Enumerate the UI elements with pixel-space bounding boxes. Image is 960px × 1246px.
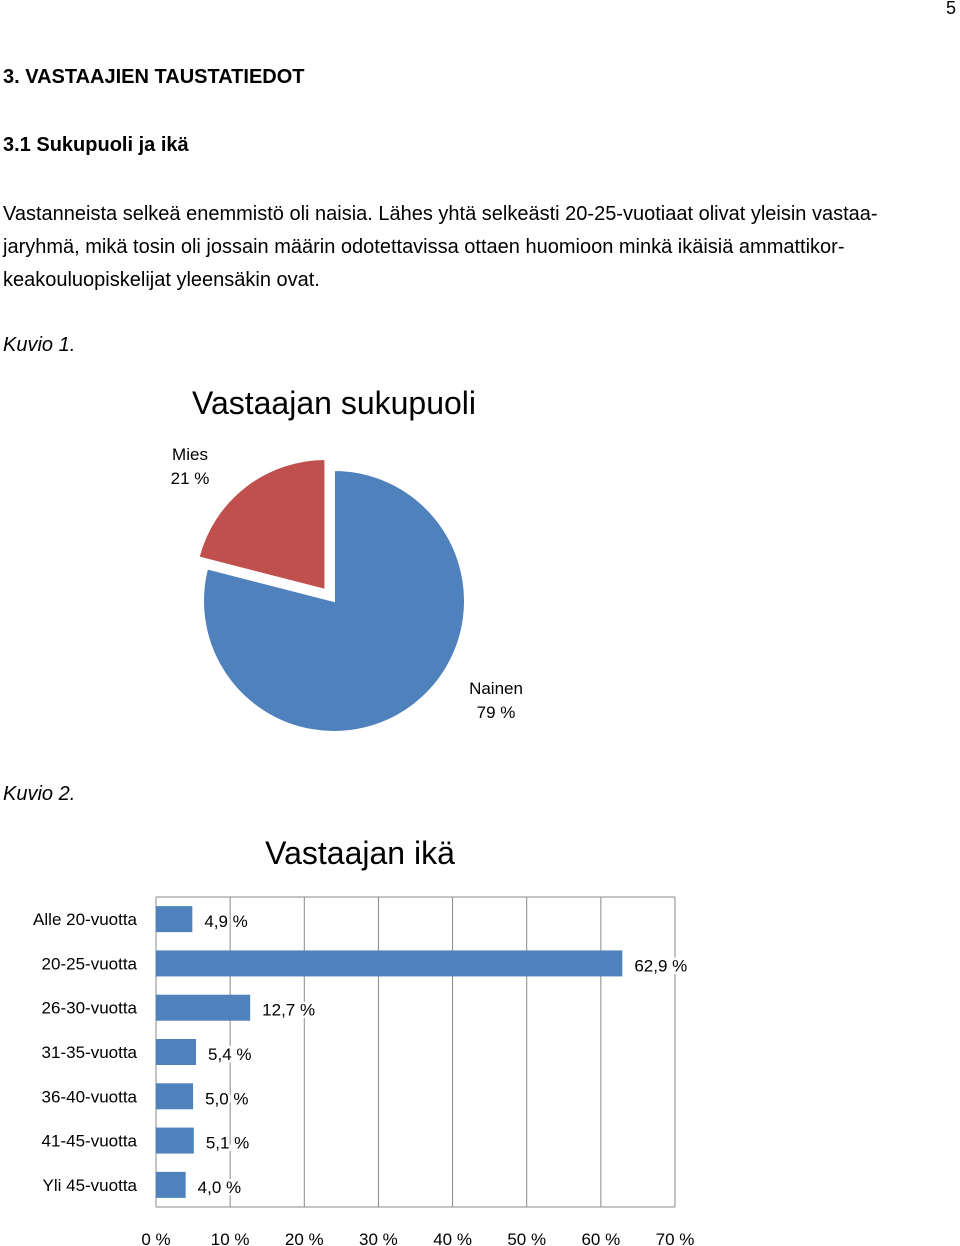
pie-value-mies: 21 %: [171, 469, 210, 488]
bar-value-label: 5,4 %: [208, 1045, 251, 1064]
category-label: 31-35-vuotta: [42, 1043, 138, 1062]
bar-value-label: 5,0 %: [205, 1089, 248, 1108]
paragraph-line: jaryhmä, mikä tosin oli jossain määrin o…: [3, 236, 845, 258]
pie-slice-nainen: [202, 468, 466, 733]
pie-value-nainen: 79 %: [477, 703, 516, 722]
body-paragraph: Vastanneista selkeä enemmistö oli naisia…: [3, 198, 957, 297]
x-tick-label: 30 %: [359, 1230, 398, 1246]
bar-value-label: 4,9 %: [204, 912, 247, 931]
x-tick-label: 50 %: [507, 1230, 546, 1246]
bar-value-label: 4,0 %: [198, 1178, 241, 1197]
x-tick-label: 10 %: [211, 1230, 250, 1246]
page-number: 5: [945, 0, 956, 18]
bar: [156, 1083, 194, 1110]
pie-label-nainen: Nainen: [469, 679, 523, 698]
bar: [156, 1127, 194, 1154]
pie-slice-mies: [197, 457, 327, 592]
figure2-caption: Kuvio 2.: [3, 783, 76, 805]
paragraph-line: Vastanneista selkeä enemmistö oli naisia…: [3, 203, 878, 225]
bar-value-label: 5,1 %: [206, 1134, 249, 1153]
paragraph-line: keakouluopiskelijat yleensäkin ovat.: [3, 269, 320, 291]
bar: [156, 1039, 197, 1065]
bar: [156, 1171, 186, 1198]
gender-pie-chart: Vastaajan sukupuoli Nainen 79 % Mies 21 %: [171, 385, 523, 733]
x-tick-label: 60 %: [581, 1230, 620, 1246]
bar: [156, 906, 193, 933]
x-tick-label: 20 %: [285, 1230, 324, 1246]
category-label: 20-25-vuotta: [42, 954, 138, 973]
bar-value-label: 12,7 %: [262, 1001, 315, 1020]
figure1-caption: Kuvio 1.: [3, 334, 76, 356]
x-tick-label: 40 %: [433, 1230, 472, 1246]
bar-value-label: 62,9 %: [634, 956, 687, 975]
category-label: 26-30-vuotta: [42, 999, 138, 1018]
x-tick-label: 0 %: [141, 1230, 170, 1246]
category-label: Alle 20-vuotta: [33, 910, 137, 929]
x-tick-label: 70 %: [656, 1230, 695, 1246]
bar: [156, 994, 251, 1021]
category-label: Yli 45-vuotta: [43, 1176, 138, 1195]
pie-label-mies: Mies: [172, 445, 208, 464]
category-label: 41-45-vuotta: [42, 1132, 138, 1151]
pie-title: Vastaajan sukupuoli: [192, 385, 476, 421]
subsection-heading: 3.1 Sukupuoli ja ikä: [3, 134, 189, 156]
section-heading: 3. VASTAAJIEN TAUSTATIEDOT: [3, 66, 305, 88]
bar-title: Vastaajan ikä: [265, 835, 455, 871]
category-label: 36-40-vuotta: [42, 1087, 138, 1106]
bar: [156, 950, 623, 977]
